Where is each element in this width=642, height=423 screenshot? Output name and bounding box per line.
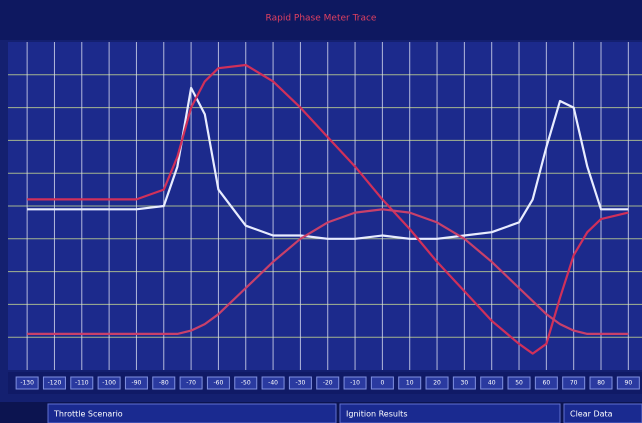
title-bar bbox=[0, 0, 642, 40]
tick-box bbox=[234, 376, 258, 390]
tick-box bbox=[152, 376, 176, 390]
tick-box bbox=[398, 376, 422, 390]
x-tick-label: 30 bbox=[461, 380, 469, 387]
x-tick-label: -10 bbox=[350, 380, 360, 387]
x-tick-label: 0 bbox=[380, 380, 384, 387]
x-tick-label: -50 bbox=[241, 380, 251, 387]
x-tick-label: -110 bbox=[75, 380, 89, 387]
x-tick-label: -60 bbox=[214, 380, 224, 387]
tick-box bbox=[534, 376, 558, 390]
x-tick-label: -130 bbox=[20, 380, 34, 387]
tick-box bbox=[452, 376, 476, 390]
button[interactable] bbox=[47, 403, 337, 423]
tick-box bbox=[288, 376, 312, 390]
tick-box bbox=[616, 376, 640, 390]
button[interactable] bbox=[563, 403, 642, 423]
tick-box bbox=[261, 376, 285, 390]
tick-box bbox=[316, 376, 340, 390]
x-tick-label: -20 bbox=[323, 380, 333, 387]
button[interactable] bbox=[339, 403, 561, 423]
x-tick-label: 20 bbox=[433, 380, 441, 387]
x-tick-label: -30 bbox=[295, 380, 305, 387]
tick-box bbox=[562, 376, 586, 390]
x-tick-label: -100 bbox=[102, 380, 116, 387]
button-label: Throttle Scenario bbox=[53, 410, 123, 419]
chart-title: Rapid Phase Meter Trace bbox=[266, 14, 377, 24]
x-tick-label: 80 bbox=[597, 380, 605, 387]
x-tick-label: -80 bbox=[159, 380, 169, 387]
tick-box bbox=[124, 376, 148, 390]
x-tick-label: -120 bbox=[48, 380, 62, 387]
x-tick-label: 70 bbox=[570, 380, 578, 387]
x-tick-label: 40 bbox=[488, 380, 496, 387]
tick-box bbox=[70, 376, 94, 390]
trace-line bbox=[27, 63, 629, 355]
x-tick-label: -40 bbox=[268, 380, 278, 387]
tick-box bbox=[480, 376, 504, 390]
x-tick-label: 90 bbox=[625, 380, 633, 387]
tick-box bbox=[343, 376, 367, 390]
x-tick-label: -70 bbox=[186, 380, 196, 387]
button-label: Ignition Results bbox=[346, 410, 407, 419]
button-label: Clear Data bbox=[570, 410, 613, 419]
tick-box bbox=[589, 376, 613, 390]
tick-box bbox=[425, 376, 449, 390]
tick-box bbox=[179, 376, 203, 390]
x-tick-label: -90 bbox=[132, 380, 142, 387]
tick-box bbox=[97, 376, 121, 390]
tick-box bbox=[370, 376, 394, 390]
tick-box bbox=[42, 376, 66, 390]
trace-line bbox=[27, 208, 629, 335]
trace-line bbox=[27, 86, 629, 240]
tick-box bbox=[507, 376, 531, 390]
x-tick-label: 60 bbox=[543, 380, 551, 387]
x-tick-label: 50 bbox=[515, 380, 523, 387]
x-tick-label: 10 bbox=[406, 380, 414, 387]
tick-box bbox=[15, 376, 39, 390]
tick-box bbox=[206, 376, 230, 390]
